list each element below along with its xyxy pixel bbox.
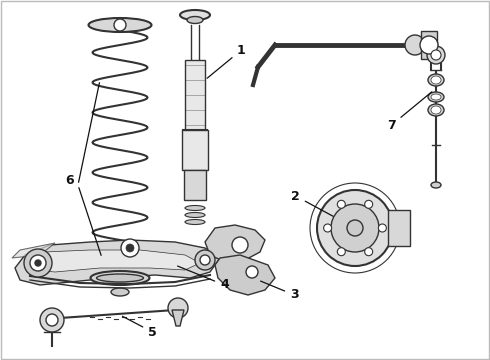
Ellipse shape xyxy=(180,10,210,20)
Circle shape xyxy=(200,255,210,265)
Text: 2: 2 xyxy=(291,189,338,219)
Text: 5: 5 xyxy=(122,316,157,338)
Bar xyxy=(184,170,206,200)
Polygon shape xyxy=(205,225,265,262)
Circle shape xyxy=(378,224,386,232)
Circle shape xyxy=(35,260,41,266)
Text: 3: 3 xyxy=(261,281,298,302)
Circle shape xyxy=(405,35,425,55)
Polygon shape xyxy=(12,243,55,258)
Circle shape xyxy=(24,249,52,277)
Circle shape xyxy=(337,200,345,208)
Circle shape xyxy=(195,250,215,270)
Polygon shape xyxy=(32,250,200,272)
Circle shape xyxy=(168,298,188,318)
Polygon shape xyxy=(15,240,220,285)
Bar xyxy=(185,60,205,130)
Bar xyxy=(182,130,208,170)
Circle shape xyxy=(347,220,363,236)
Circle shape xyxy=(331,204,379,252)
Ellipse shape xyxy=(185,206,205,211)
Circle shape xyxy=(126,244,134,252)
Ellipse shape xyxy=(428,92,444,102)
Circle shape xyxy=(427,46,445,64)
Circle shape xyxy=(46,314,58,326)
Text: 6: 6 xyxy=(66,174,74,186)
Bar xyxy=(421,31,437,59)
Ellipse shape xyxy=(431,182,441,188)
Polygon shape xyxy=(172,310,184,326)
Circle shape xyxy=(365,200,373,208)
Ellipse shape xyxy=(431,94,441,100)
Circle shape xyxy=(232,237,248,253)
Circle shape xyxy=(337,248,345,256)
Circle shape xyxy=(365,248,373,256)
Circle shape xyxy=(114,19,126,31)
Circle shape xyxy=(40,308,64,332)
Circle shape xyxy=(420,36,438,54)
Ellipse shape xyxy=(428,104,444,116)
Ellipse shape xyxy=(111,288,129,296)
Circle shape xyxy=(431,50,441,60)
Ellipse shape xyxy=(97,274,144,282)
Text: 1: 1 xyxy=(207,44,246,78)
Circle shape xyxy=(317,190,393,266)
Circle shape xyxy=(121,239,139,257)
Ellipse shape xyxy=(185,220,205,225)
Circle shape xyxy=(246,266,258,278)
Ellipse shape xyxy=(89,18,151,32)
Ellipse shape xyxy=(431,76,441,84)
Bar xyxy=(388,210,410,246)
Circle shape xyxy=(323,224,332,232)
Ellipse shape xyxy=(185,212,205,217)
Ellipse shape xyxy=(431,106,441,114)
Text: 4: 4 xyxy=(177,266,229,292)
Polygon shape xyxy=(215,255,275,295)
Ellipse shape xyxy=(187,17,203,23)
Text: 7: 7 xyxy=(387,92,432,131)
Circle shape xyxy=(30,255,46,271)
Ellipse shape xyxy=(91,271,149,285)
Ellipse shape xyxy=(428,74,444,86)
